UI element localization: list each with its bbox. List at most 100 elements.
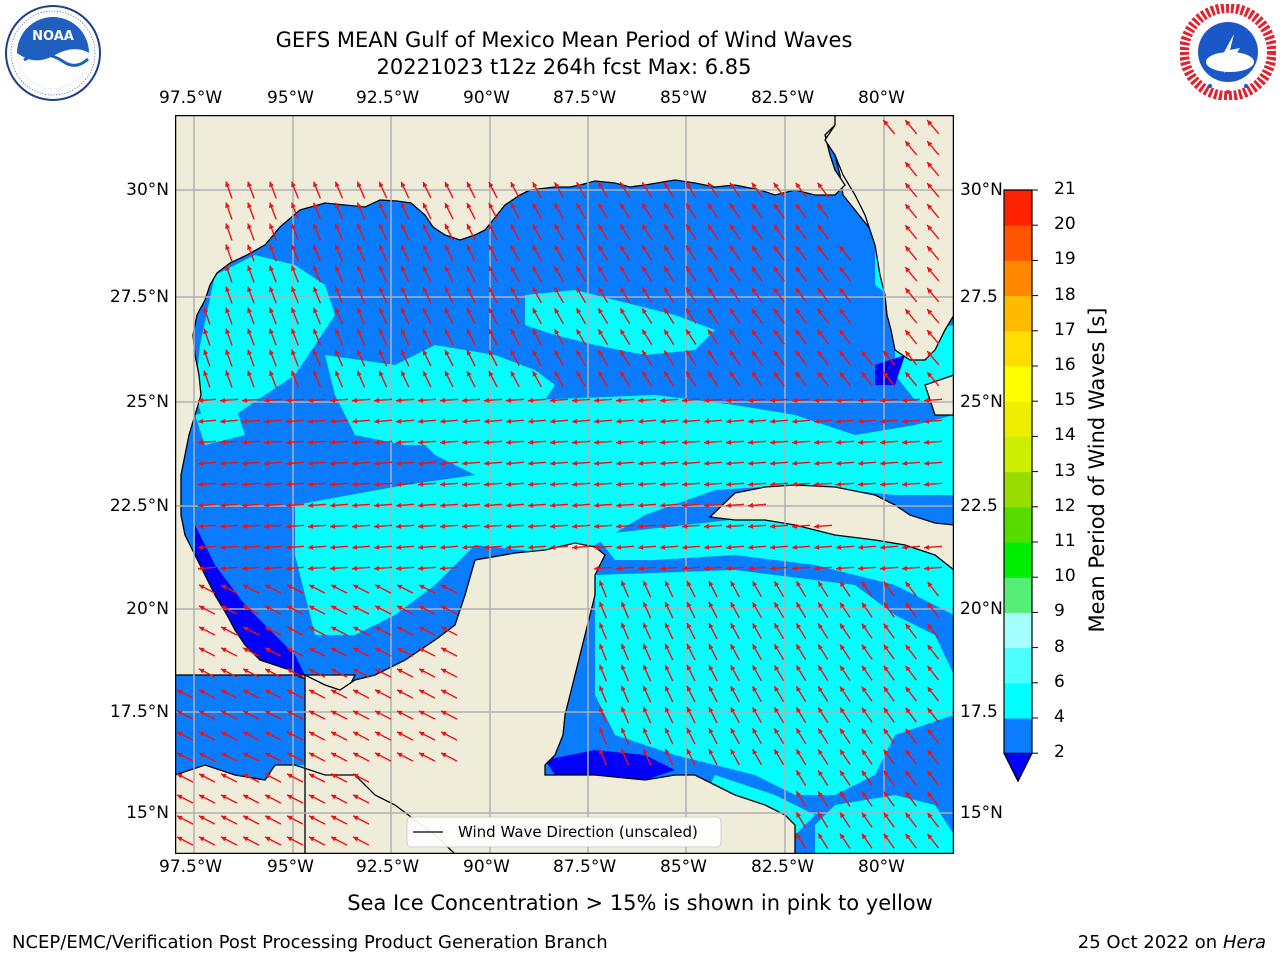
- wave-direction-arrowhead: [440, 460, 446, 466]
- wave-direction-arrowhead: [905, 812, 911, 819]
- wave-direction-arrowhead: [729, 287, 735, 294]
- wave-direction-arrowhead: [198, 565, 204, 571]
- wave-direction-arrowhead: [198, 523, 204, 529]
- wave-direction-arrowhead: [247, 265, 253, 272]
- wave-direction-arrowhead: [330, 544, 336, 550]
- wave-direction-arrowhead: [682, 439, 688, 445]
- wave-direction-arrowhead: [353, 668, 359, 674]
- wave-direction-arrowhead: [576, 245, 582, 251]
- wave-direction-arrowhead: [616, 544, 622, 550]
- wave-direction-arrowhead: [510, 182, 516, 188]
- wave-direction-arrowhead: [221, 794, 227, 800]
- wave-direction-arrowhead: [664, 622, 670, 629]
- wave-direction-arrowhead: [773, 203, 779, 210]
- wave-direction-arrowhead: [708, 371, 713, 378]
- wave-direction-arrowhead: [247, 349, 253, 356]
- wave-direction-arrowhead: [374, 565, 380, 571]
- wave-direction-arrowhead: [242, 397, 248, 403]
- wave-direction-arrowhead: [594, 544, 600, 550]
- wave-direction-arrowhead: [484, 397, 490, 403]
- wave-direction-arrowhead: [840, 623, 845, 630]
- wave-direction-arrowhead: [927, 162, 933, 168]
- wave-direction-arrowhead: [664, 245, 669, 251]
- wave-direction-arrowhead: [704, 565, 710, 571]
- wave-direction-arrowhead: [795, 350, 801, 357]
- gulf-map: Wind Wave Direction (unscaled): [175, 115, 954, 854]
- wave-direction-arrowhead: [269, 223, 274, 230]
- wave-direction-arrowhead: [598, 371, 604, 377]
- wave-direction-arrowhead: [927, 833, 933, 840]
- wave-direction-arrowhead: [441, 689, 447, 695]
- wave-direction-arrowhead: [883, 770, 889, 777]
- wave-direction-arrowhead: [795, 245, 801, 252]
- wave-direction-arrowhead: [221, 647, 227, 653]
- wave-direction-arrowhead: [220, 439, 226, 445]
- wave-direction-arrowhead: [927, 183, 933, 189]
- wave-direction-arrowhead: [861, 350, 867, 357]
- wave-direction-arrowhead: [927, 707, 933, 714]
- wave-direction-arrowhead: [902, 565, 908, 571]
- wave-direction-arrowhead: [818, 770, 823, 776]
- wave-direction-arrowhead: [924, 565, 930, 571]
- wave-direction-arrowhead: [773, 287, 779, 294]
- wave-direction-arrowhead: [620, 287, 626, 293]
- wave-direction-arrowhead: [506, 544, 512, 550]
- colorbar-tick-label: 2: [1054, 742, 1065, 763]
- wave-direction-arrowhead: [287, 605, 293, 611]
- wave-direction-arrowhead: [309, 605, 315, 611]
- wave-direction-arrowhead: [308, 565, 314, 571]
- wave-direction-arrowhead: [660, 502, 666, 508]
- lat-label: 25°N: [960, 392, 1003, 412]
- colorbar-segment: [1004, 225, 1032, 261]
- wind-wave-arrows: [176, 119, 943, 850]
- wave-direction-arrowhead: [313, 349, 318, 356]
- wave-direction-arrowhead: [861, 371, 867, 378]
- wave-direction-arrowhead: [506, 460, 512, 466]
- colorbar-outline: [1003, 189, 1033, 783]
- colorbar-segment: [1004, 682, 1032, 719]
- wave-direction-arrowhead: [598, 287, 604, 293]
- wave-direction-arrowhead: [225, 349, 231, 356]
- wave-direction-arrowhead: [576, 329, 582, 335]
- wave-direction-arrowhead: [773, 308, 779, 315]
- wave-direction-arrowhead: [795, 308, 801, 315]
- wave-direction-arrowhead: [488, 371, 494, 377]
- wave-direction-arrowhead: [818, 581, 823, 587]
- wave-direction-arrowhead: [598, 203, 604, 209]
- wave-direction-arrowhead: [643, 601, 648, 608]
- wave-direction-arrowhead: [335, 328, 340, 335]
- wave-direction-arrowhead: [177, 731, 183, 737]
- wave-direction-arrowhead: [704, 502, 710, 508]
- wave-direction-arrowhead: [265, 605, 271, 611]
- wave-direction-arrowhead: [441, 605, 447, 611]
- wave-direction-arrowhead: [883, 623, 889, 630]
- wave-direction-arrowhead: [221, 815, 227, 821]
- wave-direction-arrowhead: [225, 370, 231, 377]
- wave-direction-arrowhead: [660, 523, 666, 529]
- wave-direction-arrowhead: [927, 141, 933, 147]
- wave-direction-arrowhead: [752, 644, 758, 650]
- wave-direction-arrowhead: [773, 371, 779, 378]
- wave-direction-arrowhead: [795, 371, 801, 378]
- wave-direction-arrowhead: [905, 162, 911, 168]
- wave-direction-arrowhead: [616, 460, 622, 466]
- wave-direction-arrowhead: [397, 605, 403, 611]
- wave-direction-arrowhead: [528, 523, 534, 529]
- wave-direction-arrowhead: [199, 605, 205, 611]
- wave-direction-arrowhead: [466, 266, 472, 272]
- wave-direction-arrowhead: [686, 266, 691, 273]
- wave-direction-arrowhead: [861, 686, 867, 693]
- colorbar-segment: [1004, 577, 1032, 613]
- wave-direction-arrowhead: [444, 223, 450, 230]
- wave-direction-arrowhead: [643, 580, 648, 587]
- wave-direction-arrowhead: [638, 523, 644, 529]
- wave-direction-arrowhead: [554, 350, 560, 356]
- wave-direction-arrowhead: [818, 791, 823, 797]
- wave-direction-arrowhead: [309, 710, 315, 716]
- wave-direction-arrowhead: [330, 418, 336, 424]
- wave-direction-arrowhead: [748, 418, 754, 424]
- wave-direction-arrowhead: [642, 287, 648, 293]
- wave-direction-arrowhead: [708, 182, 713, 189]
- wave-direction-arrowhead: [291, 265, 296, 272]
- wave-direction-arrowhead: [708, 665, 714, 671]
